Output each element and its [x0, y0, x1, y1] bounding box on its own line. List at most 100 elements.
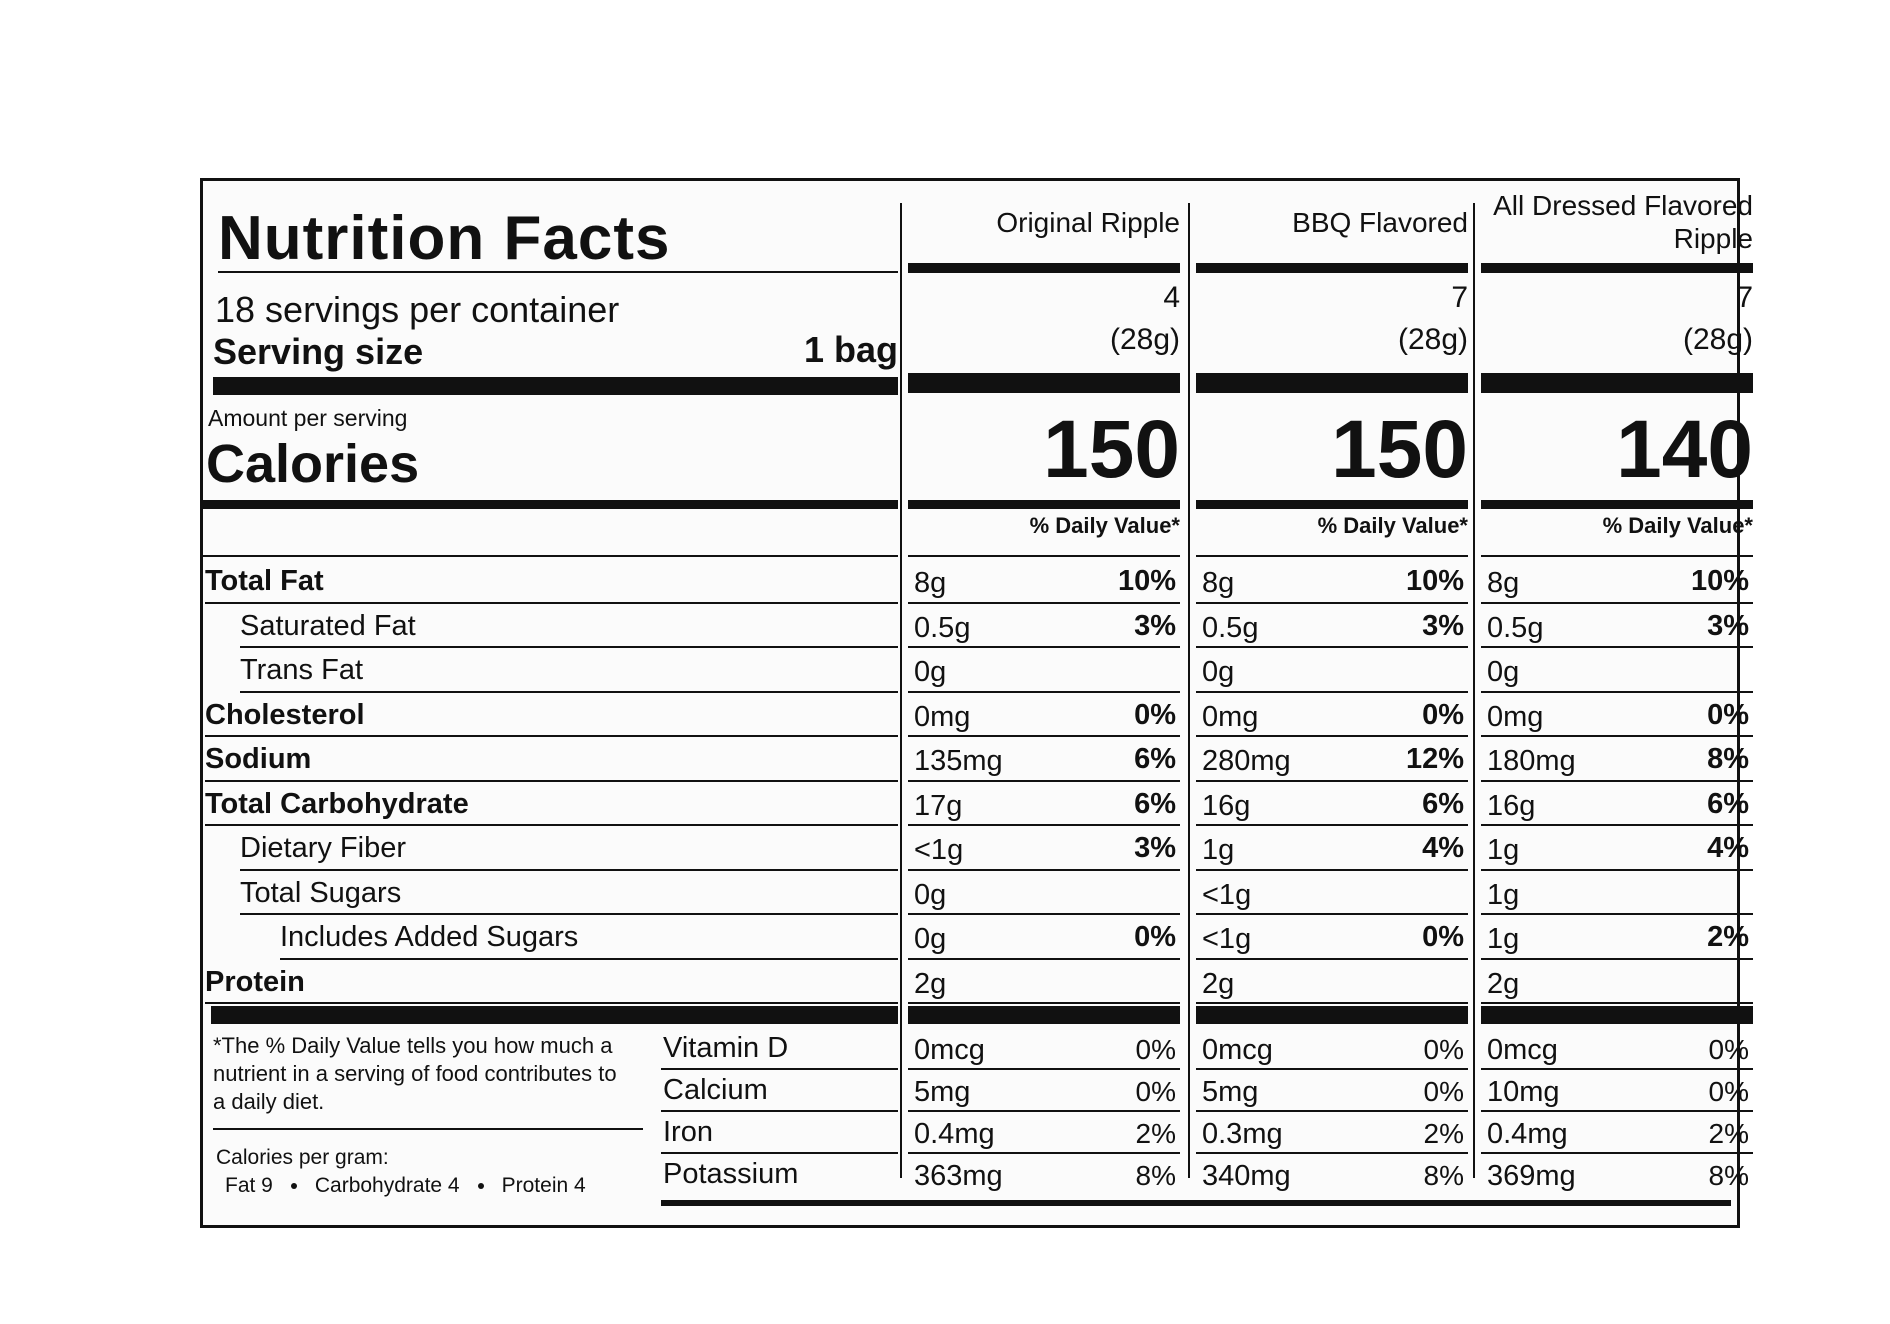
amount: 340mg [1202, 1160, 1291, 1192]
daily-value: 10% [1405, 565, 1464, 597]
amount: 2g [1202, 967, 1235, 1000]
rule [908, 1152, 1180, 1154]
daily-value: 6% [1134, 743, 1176, 775]
nutrient-name: Total Carbohydrate [205, 787, 469, 820]
amount: 180mg [1487, 745, 1576, 777]
daily-value: 0% [1423, 1076, 1464, 1107]
amount: 369mg [1487, 1160, 1576, 1192]
amount: 0mcg [1487, 1034, 1558, 1066]
servings-count: 4 [1163, 281, 1180, 314]
rule [1481, 601, 1753, 604]
daily-value: 10% [1117, 565, 1176, 597]
rule [1196, 555, 1468, 557]
amount: 8g [1487, 567, 1520, 599]
rule [908, 1002, 1180, 1004]
daily-value: 0% [1422, 698, 1464, 731]
column-divider [1473, 203, 1475, 1178]
calories: 140 [1616, 404, 1753, 495]
amount: 0.5g [1202, 611, 1259, 644]
daily-value: 8% [1708, 1160, 1749, 1191]
rule [1481, 735, 1753, 737]
rule [908, 735, 1180, 737]
bar [1196, 1006, 1468, 1024]
bar [908, 500, 1180, 509]
rule [1196, 1002, 1468, 1004]
daily-value: 6% [1134, 787, 1176, 820]
serving-size: 1 bag [803, 329, 898, 370]
daily-value: 0% [1423, 1034, 1464, 1065]
daily-value: 4% [1707, 832, 1749, 864]
rule [1196, 779, 1468, 782]
daily-value: 8% [1135, 1160, 1176, 1191]
rule [1481, 1068, 1753, 1070]
daily-value: 0% [1708, 1076, 1749, 1107]
daily-value: 3% [1134, 832, 1176, 864]
calories-label: Calories [206, 434, 420, 494]
vitamin-name: Vitamin D [663, 1032, 789, 1064]
rule [1196, 913, 1468, 915]
rule [1481, 957, 1753, 960]
amount: 0mcg [914, 1034, 985, 1066]
amount: 0.4mg [914, 1118, 995, 1150]
rule [908, 779, 1180, 782]
rule [1196, 601, 1468, 604]
daily-value: 4% [1422, 832, 1464, 864]
daily-value: 2% [1135, 1118, 1176, 1149]
serving-weight: (28g) [1397, 323, 1468, 356]
daily-value: 0% [1134, 698, 1176, 731]
amount: 1g [1487, 923, 1520, 955]
calories-per-gram-item: Carbohydrate 4 [314, 1174, 460, 1197]
bar [1481, 373, 1753, 393]
daily-value: 0% [1134, 921, 1176, 953]
nutrient-name: Sodium [205, 743, 312, 775]
bar [1481, 1006, 1753, 1024]
amount: 16g [1202, 789, 1251, 822]
amount: 0mg [914, 700, 971, 733]
rule [908, 957, 1180, 960]
calories-per-gram: Calories per gram: [216, 1146, 389, 1169]
rule [1196, 735, 1468, 737]
rule [218, 271, 898, 273]
nutrient-name: Dietary Fiber [240, 832, 406, 864]
amount: 0mg [1202, 700, 1259, 733]
nutrient-name: Total Sugars [240, 876, 402, 909]
rule [203, 555, 898, 557]
rule [1481, 779, 1753, 782]
amount: 0g [914, 923, 947, 955]
rule [908, 690, 1180, 693]
amount: 0g [914, 878, 947, 911]
footnote: *The % Daily Value tells you how much a … [213, 1033, 617, 1114]
daily-value: 3% [1707, 609, 1749, 642]
dv-header: % Daily Value* [1029, 513, 1180, 538]
rule [205, 601, 898, 604]
bar [908, 373, 1180, 393]
amount: 16g [1487, 789, 1536, 822]
rule [1481, 555, 1753, 557]
daily-value: 3% [1134, 609, 1176, 642]
dv-header: % Daily Value* [1602, 513, 1753, 538]
bar [203, 500, 898, 509]
amount: 0.3mg [1202, 1118, 1283, 1150]
vitamin-name: Iron [663, 1116, 713, 1148]
amount: 8g [1202, 567, 1235, 599]
rule [240, 690, 898, 693]
serving-weight: (28g) [1109, 323, 1180, 356]
bar [908, 263, 1180, 273]
nutrition-label: Nutrition Facts 18 servings per container… [200, 178, 1753, 1228]
amount: 8g [914, 567, 947, 599]
daily-value: 8% [1423, 1160, 1464, 1191]
nutrient-name: Total Fat [205, 565, 324, 597]
daily-value: 8% [1707, 743, 1749, 775]
amount: <1g [914, 834, 964, 866]
rule [1481, 868, 1753, 871]
rule [1481, 1152, 1753, 1154]
amount: 280mg [1202, 745, 1291, 777]
rule [213, 1128, 643, 1130]
rule [908, 555, 1180, 557]
vitamin-name: Calcium [663, 1074, 768, 1106]
rule [908, 868, 1180, 871]
daily-value: 10% [1690, 565, 1749, 597]
servings-count: 7 [1451, 281, 1468, 314]
amount: <1g [1202, 923, 1252, 955]
